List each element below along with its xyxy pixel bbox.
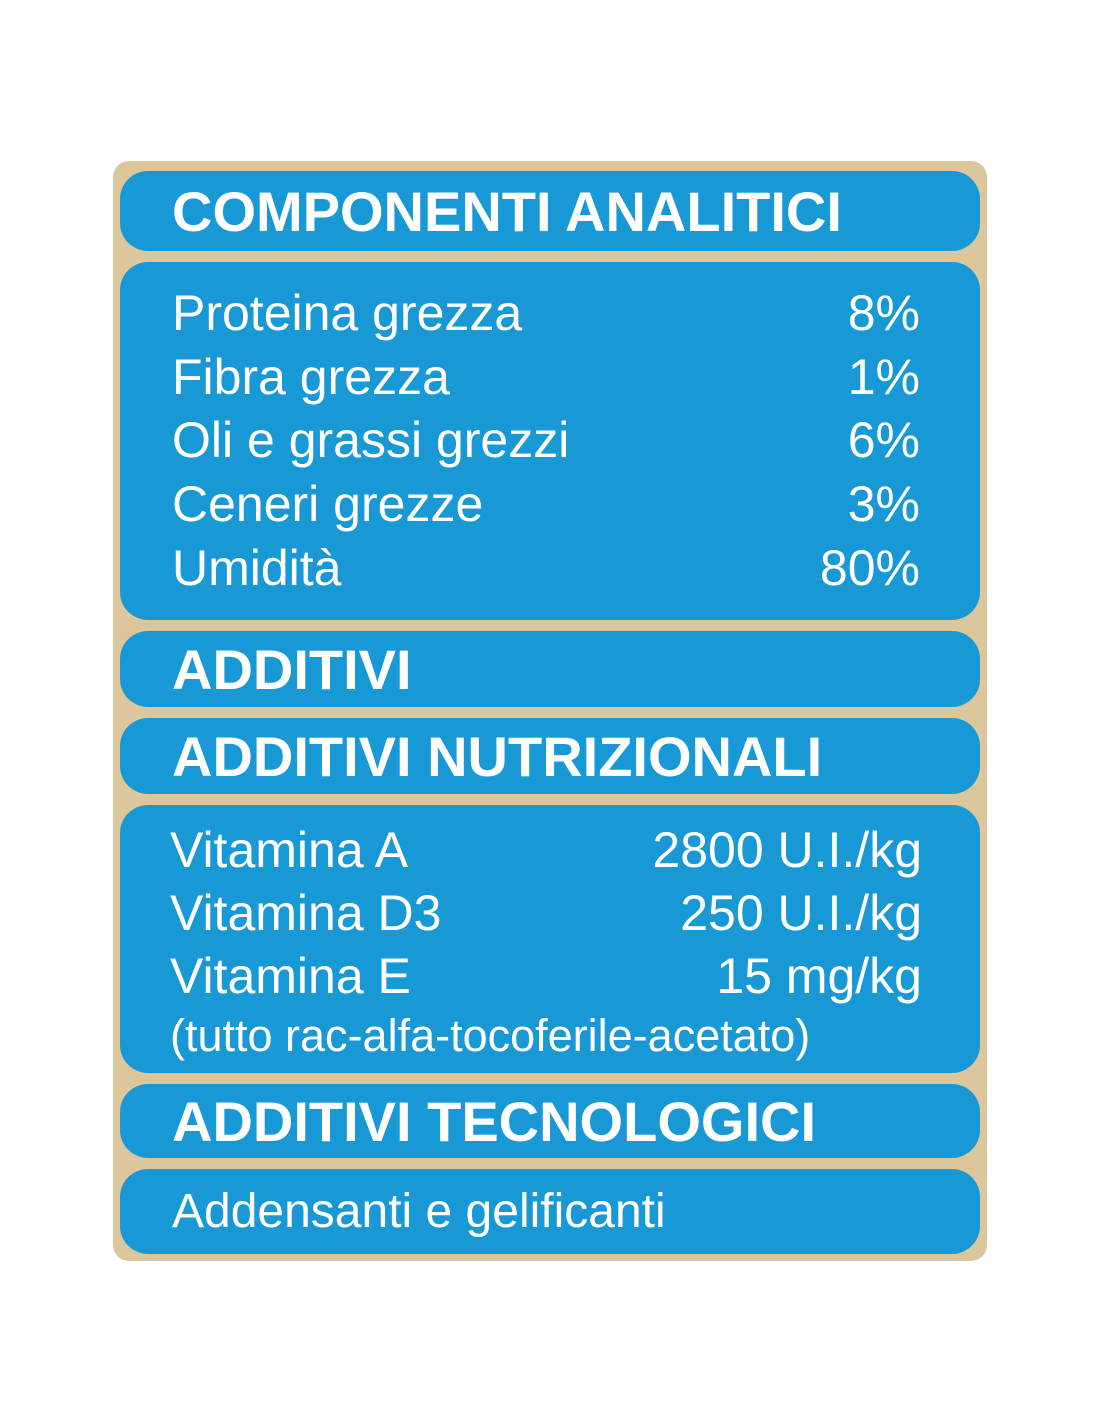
section-title: COMPONENTI ANALITICI: [172, 179, 842, 243]
row-value: 250 U.I./kg: [680, 884, 922, 941]
table-row: Vitamina E 15 mg/kg: [170, 947, 922, 1004]
table-row: Oli e grassi grezzi 6%: [172, 413, 920, 468]
row-label: Oli e grassi grezzi: [172, 412, 570, 469]
row-label: Umidità: [172, 539, 342, 596]
additivi-nutrizionali-table: Vitamina A 2800 U.I./kg Vitamina D3 250 …: [120, 805, 980, 1073]
nutrition-label-panel: COMPONENTI ANALITICI Proteina grezza 8% …: [113, 161, 987, 1261]
row-value: 15 mg/kg: [716, 947, 922, 1004]
row-label: Vitamina E: [170, 947, 411, 1004]
section-header-additivi: ADDITIVI: [120, 631, 980, 707]
row-value: 1%: [847, 348, 920, 405]
section-title: ADDITIVI: [172, 637, 412, 701]
additivi-tecnologici-content: Addensanti e gelificanti: [120, 1169, 980, 1254]
table-row: Vitamina A 2800 U.I./kg: [170, 821, 922, 878]
row-value: 80%: [819, 539, 920, 596]
section-title: ADDITIVI TECNOLOGICI: [172, 1089, 816, 1153]
row-label: Vitamina D3: [170, 884, 442, 941]
section-header-additivi-nutrizionali: ADDITIVI NUTRIZIONALI: [120, 718, 980, 794]
section-header-additivi-tecnologici: ADDITIVI TECNOLOGICI: [120, 1084, 980, 1158]
table-row: Vitamina D3 250 U.I./kg: [170, 884, 922, 941]
row-value: 3%: [847, 476, 920, 533]
row-label: Vitamina A: [170, 821, 409, 878]
row-label: Proteina grezza: [172, 285, 523, 342]
section-header-componenti-analitici: COMPONENTI ANALITICI: [120, 171, 980, 251]
row-label: Ceneri grezze: [172, 476, 484, 533]
table-row: Fibra grezza 1%: [172, 348, 920, 405]
row-label: Fibra grezza: [172, 348, 450, 405]
table-row: Umidità 80%: [172, 539, 920, 596]
row-value: 2800 U.I./kg: [652, 821, 922, 878]
row-value: 8%: [847, 285, 920, 342]
row-value: 6%: [847, 412, 920, 469]
vitamin-e-note: (tutto rac-alfa-tocoferile-acetato): [170, 1009, 811, 1061]
section-title: ADDITIVI NUTRIZIONALI: [172, 724, 823, 788]
table-row: Proteina grezza 8%: [172, 286, 920, 341]
table-row: Ceneri grezze 3%: [172, 477, 920, 532]
content-text: Addensanti e gelificanti: [172, 1185, 666, 1238]
componenti-analitici-table: Proteina grezza 8% Fibra grezza 1% Oli e…: [120, 262, 980, 620]
